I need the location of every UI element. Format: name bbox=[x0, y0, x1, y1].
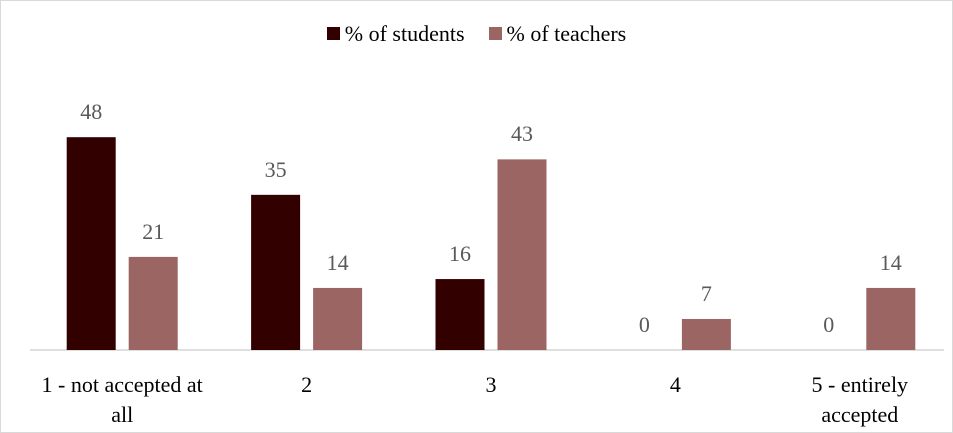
data-label: 21 bbox=[142, 218, 165, 244]
x-tick-label: 3 bbox=[485, 372, 497, 397]
data-label: 35 bbox=[264, 156, 287, 182]
bar bbox=[251, 194, 301, 350]
legend-label: % of teachers bbox=[506, 21, 627, 46]
bar bbox=[866, 287, 916, 350]
data-label: 43 bbox=[511, 121, 533, 147]
data-label: 14 bbox=[326, 249, 349, 275]
data-label: 14 bbox=[879, 249, 902, 275]
bar bbox=[681, 318, 731, 350]
legend: % of students % of teachers bbox=[1, 21, 952, 47]
data-label: 16 bbox=[449, 241, 471, 267]
x-tick-label: 1 - not accepted at all bbox=[41, 372, 203, 427]
bar bbox=[66, 137, 116, 350]
x-tick-label: 5 - entirely accepted bbox=[811, 372, 909, 427]
data-label: 0 bbox=[823, 312, 835, 337]
x-tick-label: 4 bbox=[669, 372, 681, 397]
data-label: 7 bbox=[700, 280, 712, 306]
data-label: 0 bbox=[638, 312, 650, 337]
bar bbox=[497, 159, 547, 350]
legend-swatch bbox=[488, 27, 502, 40]
bar bbox=[435, 279, 485, 350]
legend-item: % of teachers bbox=[488, 21, 627, 47]
legend-label: % of students bbox=[344, 21, 465, 46]
data-label: 48 bbox=[80, 99, 103, 125]
legend-item: % of students bbox=[326, 21, 465, 47]
bar bbox=[128, 256, 178, 350]
legend-swatch bbox=[326, 27, 340, 40]
x-tick-label: 2 bbox=[301, 372, 313, 397]
bar bbox=[313, 287, 363, 350]
